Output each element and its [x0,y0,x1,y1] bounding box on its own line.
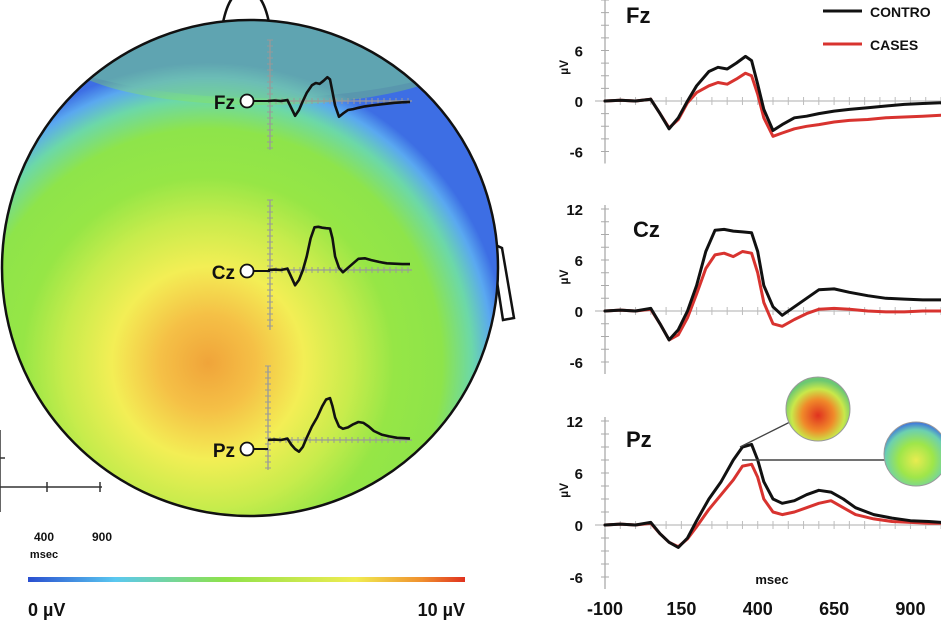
y-tick-label: 6 [575,44,583,61]
erp-panel-cz: 12 6 0 -6 µV Cz [557,202,941,374]
y-tick-label: -6 [570,355,583,372]
erp-panel-pz: 12 6 0 -6 µV Pz [557,414,941,589]
panel-title: Cz [633,217,660,242]
y-tick-label: -6 [570,570,583,587]
x-tick-label: -100 [587,599,623,619]
colorbar: 0 µV 10 µV [28,577,465,620]
electrode-waveform [267,75,411,119]
scalp-outline [0,18,500,518]
series-line-controls [603,227,941,342]
x-axis: -100 150 400 650 900 msec [587,572,925,619]
head-map: Fz Cz Pz [0,0,516,518]
legend: CONTRO CASES [823,4,931,53]
scale-bar: 400 900 msec [0,430,112,561]
panel-title: Fz [626,3,650,28]
legend-controls-label: CONTRO [870,4,931,20]
electrode-traces: Fz Cz Pz [212,39,412,470]
electrode-waveform [267,225,410,287]
electrode-pz: Pz [213,365,412,470]
colorbar-max-label: 10 µV [418,600,465,620]
electrode-marker [239,93,255,109]
y-tick-label: 0 [575,518,583,535]
y-tick-label: 12 [566,414,583,431]
y-tick-label: 6 [575,253,583,270]
legend-cases-label: CASES [870,37,918,53]
series-line-cases [603,250,941,342]
x-tick-label: 650 [819,599,849,619]
panel-title: Pz [626,427,652,452]
scale-bar-tick-label: 900 [92,530,112,544]
colorbar-gradient [28,577,465,582]
electrode-cz: Cz [212,199,412,330]
erp-panel-fz: 6 0 -6 µV Fz [557,0,941,164]
y-axis-label: µV [557,60,571,75]
x-tick-label: 400 [743,599,773,619]
y-axis-label: µV [557,270,571,285]
y-tick-label: 0 [575,304,583,321]
electrode-waveform [267,396,411,454]
electrode-fz: Fz [214,39,412,150]
electrode-label: Cz [212,263,235,284]
y-axis-label: µV [557,483,571,498]
electrode-label: Fz [214,93,235,114]
x-axis-title: msec [755,572,788,587]
electrode-marker [239,441,255,457]
series-line-controls [603,54,941,132]
scale-bar-unit: msec [30,549,58,561]
y-tick-label: 0 [575,94,583,111]
scale-bar-tick-label: 400 [34,530,54,544]
mini-topomap-peak [785,376,851,442]
y-tick-label: 6 [575,466,583,483]
x-tick-label: 900 [895,599,925,619]
erp-panels: 6 0 -6 µV Fz 12 6 0 -6 µV Cz 12 6 0 -6 µV Pz [557,0,941,589]
mini-topomap-late [883,421,941,487]
nose-outline [220,0,272,29]
electrode-marker [239,263,255,279]
y-tick-label: 12 [566,202,583,219]
y-tick-label: -6 [570,145,583,162]
electrode-label: Pz [213,441,235,462]
x-tick-label: 150 [666,599,696,619]
series-line-cases [603,462,941,549]
colorbar-min-label: 0 µV [28,600,65,620]
mini-topomaps [739,376,941,487]
